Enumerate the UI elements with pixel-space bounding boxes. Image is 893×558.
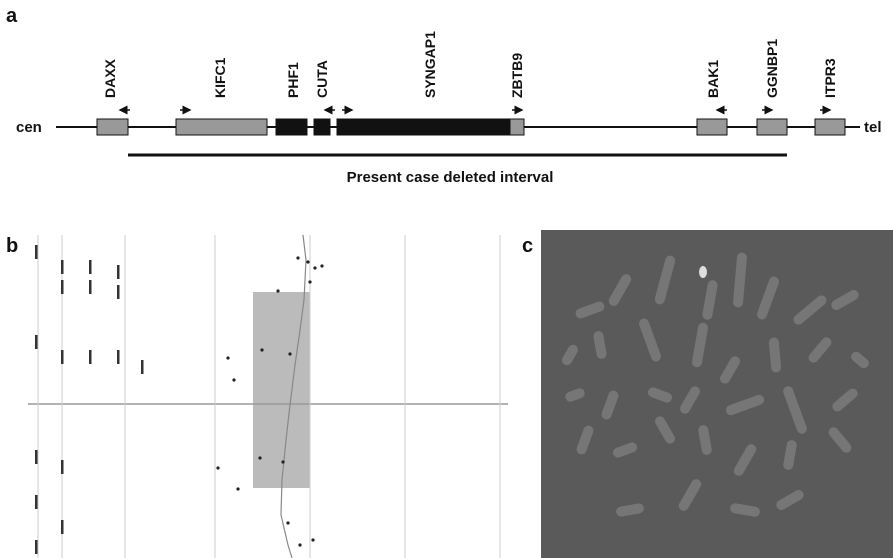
fish-signal xyxy=(699,266,707,278)
probe-dot xyxy=(296,256,299,259)
gene-label: BAK1 xyxy=(705,60,721,98)
gene-box xyxy=(314,119,330,135)
feature xyxy=(61,460,64,474)
gene-label: PHF1 xyxy=(285,62,301,98)
feature xyxy=(61,280,64,294)
gene-label: ITPR3 xyxy=(822,58,838,98)
feature xyxy=(117,265,120,279)
figure: a cen tel DAXX KIFC1 PHF1 CUTA SYNGAP1 ZBTB9 B… xyxy=(0,0,893,558)
feature xyxy=(89,280,92,294)
feature xyxy=(61,520,64,534)
panel-label: b xyxy=(6,235,18,257)
probe-dot xyxy=(226,356,229,359)
probe-dot xyxy=(232,378,235,381)
gene-label: DAXX xyxy=(102,58,118,98)
probe-dot xyxy=(236,487,239,490)
feature xyxy=(61,260,64,274)
probe-dot xyxy=(281,460,284,463)
probe-dot xyxy=(320,264,323,267)
gene-box xyxy=(176,119,267,135)
feature xyxy=(35,495,38,509)
probe-dot xyxy=(276,289,279,292)
feature xyxy=(141,360,144,374)
probe-dot xyxy=(298,543,301,546)
feature xyxy=(35,245,38,259)
feature xyxy=(61,350,64,364)
fish-image xyxy=(541,230,893,558)
interval-label: Present case deleted interval xyxy=(347,169,554,186)
gene-label: GGNBP1 xyxy=(764,39,780,98)
feature xyxy=(117,350,120,364)
feature xyxy=(35,540,38,554)
genes: DAXX KIFC1 PHF1 CUTA SYNGAP1 ZBTB9 BAK1 GGNBP1 I… xyxy=(97,31,845,135)
gene-label: SYNGAP1 xyxy=(422,31,438,98)
gene-box xyxy=(697,119,727,135)
gene-box xyxy=(510,119,524,135)
gene-box xyxy=(815,119,845,135)
feature xyxy=(89,260,92,274)
gene-label: ZBTB9 xyxy=(509,53,525,98)
cen-label: cen xyxy=(16,119,42,136)
probe-dot xyxy=(311,538,314,541)
gene-label: KIFC1 xyxy=(212,57,228,98)
feature xyxy=(117,285,120,299)
feature xyxy=(35,335,38,349)
panel-label: a xyxy=(6,5,18,27)
probe-dot xyxy=(258,456,261,459)
browser-view xyxy=(28,235,508,558)
probe-dot xyxy=(260,348,263,351)
gene-box xyxy=(757,119,787,135)
feature xyxy=(35,450,38,464)
probe-dot xyxy=(286,521,289,524)
probe-dot xyxy=(313,266,316,269)
probe-dot xyxy=(288,352,291,355)
gene-box xyxy=(276,119,307,135)
probe-dot xyxy=(216,466,219,469)
probe-dot xyxy=(308,280,311,283)
probe-dot xyxy=(306,260,309,263)
gene-box xyxy=(337,119,510,135)
tel-label: tel xyxy=(864,119,882,136)
panel-label: c xyxy=(522,235,533,257)
gene-label: CUTA xyxy=(314,60,330,98)
gene-box xyxy=(97,119,128,135)
feature xyxy=(89,350,92,364)
